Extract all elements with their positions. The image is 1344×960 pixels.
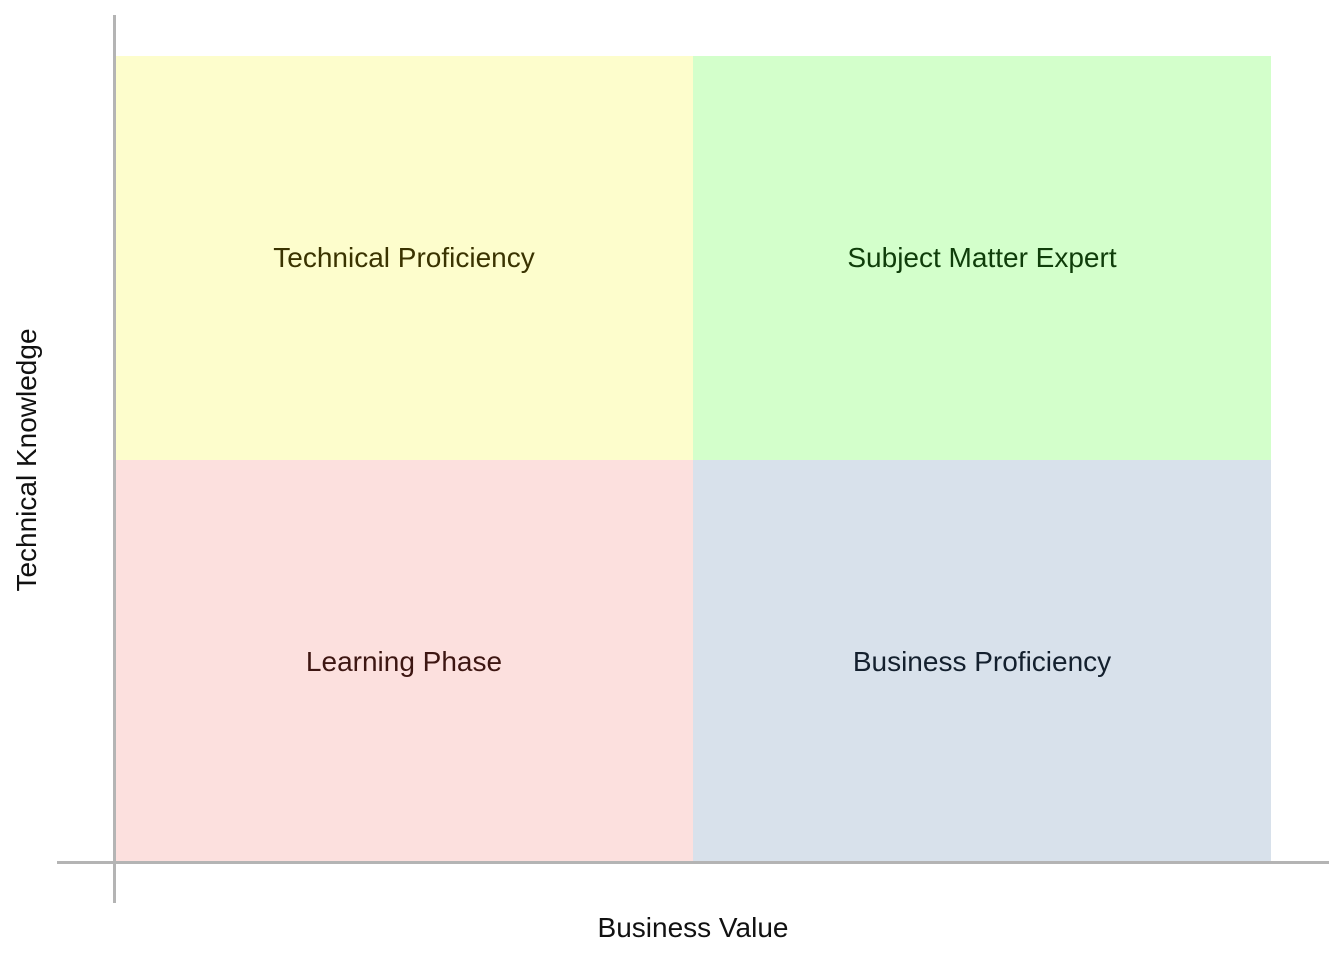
quadrant-label: Technical Proficiency [273,242,535,273]
y-axis-line [113,15,116,903]
quadrant-subject-matter-expert: Subject Matter Expert [693,56,1271,460]
quadrant-business-proficiency: Business Proficiency [693,460,1271,863]
y-axis-label: Technical Knowledge [11,328,42,592]
quadrant-label: Subject Matter Expert [847,242,1117,273]
quadrant-technical-proficiency: Technical Proficiency [115,56,693,460]
quadrant-learning-phase: Learning Phase [115,460,693,863]
quadrant-label: Business Proficiency [852,645,1112,677]
quadrant-label: Learning Phase [305,645,503,677]
x-axis-label: Business Value [597,912,789,943]
x-axis-line [57,861,1329,864]
